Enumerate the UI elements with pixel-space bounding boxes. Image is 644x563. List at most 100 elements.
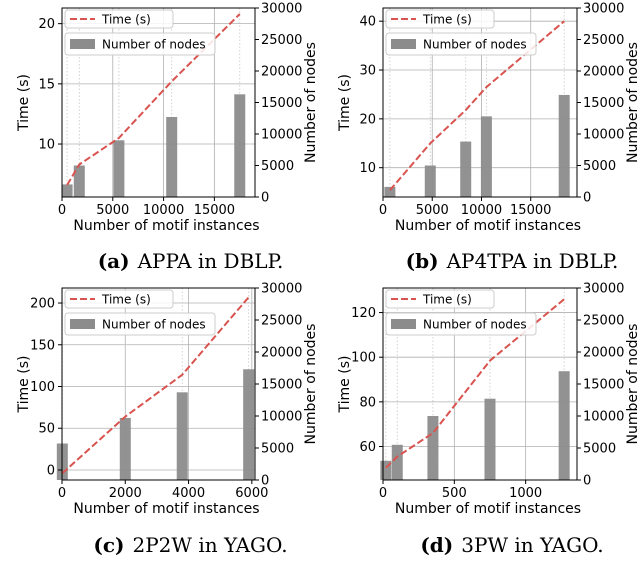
legend-time: Time (s) <box>64 289 174 309</box>
line-time-series <box>385 298 565 469</box>
y-tick-label: 10 <box>38 138 55 153</box>
legend-time: Time (s) <box>385 289 495 309</box>
bar-number-of-nodes <box>558 94 570 197</box>
legend-label-nodes: Number of nodes <box>423 318 527 332</box>
legend-bar-swatch <box>70 39 95 49</box>
y2-tick-label: 20000 <box>261 346 302 361</box>
bar-number-of-nodes <box>234 94 246 197</box>
x-tick-label: 5000 <box>96 203 129 218</box>
bar-number-of-nodes <box>73 165 85 197</box>
y-axis-label: Time (s) <box>16 356 32 414</box>
caption-tag: (d) <box>420 533 453 557</box>
y-tick-label: 20 <box>359 112 376 127</box>
bar-number-of-nodes <box>384 186 396 197</box>
y-tick-label: 100 <box>351 351 376 366</box>
chart-panel-2: 0 5000 10000 15000 10 20 30 40 0 5000 10000 15000 20… <box>337 2 641 274</box>
x-tick-label: 4000 <box>172 486 205 501</box>
bar-number-of-nodes <box>424 165 436 197</box>
legend-label-nodes: Number of nodes <box>102 318 206 332</box>
legend-frame <box>385 289 495 309</box>
y2-tick-label: 10000 <box>261 410 302 425</box>
bar-number-of-nodes <box>243 369 255 480</box>
y-tick-label: 60 <box>359 440 376 455</box>
bar-number-of-nodes <box>391 444 403 480</box>
y-axis-label: Time (s) <box>16 74 32 132</box>
y-tick-label: 10 <box>359 161 376 176</box>
bar-number-of-nodes <box>380 460 392 480</box>
y2-tick-label: 0 <box>261 191 269 206</box>
y2-tick-label: 30000 <box>261 2 302 17</box>
bar-number-of-nodes <box>119 417 131 480</box>
x-tick-label: 2000 <box>109 486 142 501</box>
legend-nodes: Number of nodes <box>385 32 537 56</box>
y2-tick-label: 0 <box>583 191 591 206</box>
y2-tick-label: 20000 <box>261 65 302 80</box>
caption-text: 2P2W in YAGO. <box>133 533 288 557</box>
y2-tick-label: 10000 <box>261 128 302 143</box>
legend-nodes: Number of nodes <box>385 312 537 336</box>
legend-label-time: Time (s) <box>422 293 472 307</box>
y-tick-label: 20 <box>38 17 55 32</box>
y2-tick-label: 25000 <box>261 314 302 329</box>
y2-tick-label: 15000 <box>261 378 302 393</box>
caption-text: AP4TPA in DBLP. <box>446 249 619 273</box>
line-time-series <box>61 296 250 475</box>
bar-number-of-nodes <box>427 416 439 480</box>
bar-number-of-nodes <box>480 116 492 197</box>
bar-number-of-nodes <box>113 140 125 197</box>
panel-caption: (a) APPA in DBLP. <box>98 249 284 273</box>
legend-frame <box>64 9 174 29</box>
y2-axis-label: Number of nodes <box>303 324 319 445</box>
legend-nodes: Number of nodes <box>64 32 216 56</box>
y2-tick-label: 25000 <box>261 33 302 48</box>
y-tick-label: 100 <box>30 380 55 395</box>
y-tick-label: 0 <box>47 463 55 478</box>
x-axis-label: Number of motif instances <box>395 501 581 517</box>
legend-frame <box>64 289 174 309</box>
y-tick-label: 120 <box>351 306 376 321</box>
y2-tick-label: 0 <box>583 474 591 489</box>
bar-number-of-nodes <box>61 184 73 197</box>
legend-bar-swatch <box>391 319 416 329</box>
legend-frame <box>64 32 216 56</box>
caption-tag: (c) <box>93 533 124 557</box>
x-tick-label: 15000 <box>194 203 235 218</box>
bar-number-of-nodes <box>484 398 496 480</box>
chart-panel-4: 0 500 1000 60 80 100 120 0 5000 10000 15000 20000 25… <box>337 282 641 558</box>
y2-tick-label: 10000 <box>583 128 624 143</box>
x-axis-label: Number of motif instances <box>73 218 259 234</box>
panel-caption: (b) AP4TPA in DBLP. <box>406 249 619 273</box>
legend-frame <box>385 9 495 29</box>
y-tick-label: 50 <box>38 422 55 437</box>
x-tick-label: 10000 <box>461 203 502 218</box>
x-tick-label: 0 <box>58 486 66 501</box>
legend-label-nodes: Number of nodes <box>423 38 527 52</box>
y-tick-label: 200 <box>30 297 55 312</box>
y-tick-label: 30 <box>359 64 376 79</box>
y-tick-label: 80 <box>359 395 376 410</box>
panel-caption: (d) 3PW in YAGO. <box>420 533 603 557</box>
y-axis-label: Time (s) <box>337 74 353 132</box>
x-tick-label: 1000 <box>509 486 542 501</box>
y-axis-label: Time (s) <box>337 356 353 414</box>
y2-tick-label: 5000 <box>261 159 294 174</box>
x-tick-label: 0 <box>379 203 387 218</box>
x-tick-label: 6000 <box>235 486 268 501</box>
y2-tick-label: 15000 <box>583 96 624 111</box>
caption-tag: (a) <box>98 249 130 273</box>
y2-tick-label: 30000 <box>583 282 624 297</box>
x-axis-label: Number of motif instances <box>395 218 581 234</box>
legend-nodes: Number of nodes <box>64 312 216 336</box>
legend-bar-swatch <box>391 39 416 49</box>
panel-caption: (c) 2P2W in YAGO. <box>93 533 287 557</box>
y2-tick-label: 10000 <box>583 410 624 425</box>
bar-number-of-nodes <box>166 116 178 197</box>
bar-number-of-nodes <box>558 371 570 480</box>
x-axis-label: Number of motif instances <box>73 501 259 517</box>
x-tick-label: 15000 <box>510 203 551 218</box>
y2-tick-label: 30000 <box>261 282 302 297</box>
y2-tick-label: 5000 <box>583 442 616 457</box>
x-tick-label: 5000 <box>416 203 449 218</box>
legend-time: Time (s) <box>385 9 495 29</box>
